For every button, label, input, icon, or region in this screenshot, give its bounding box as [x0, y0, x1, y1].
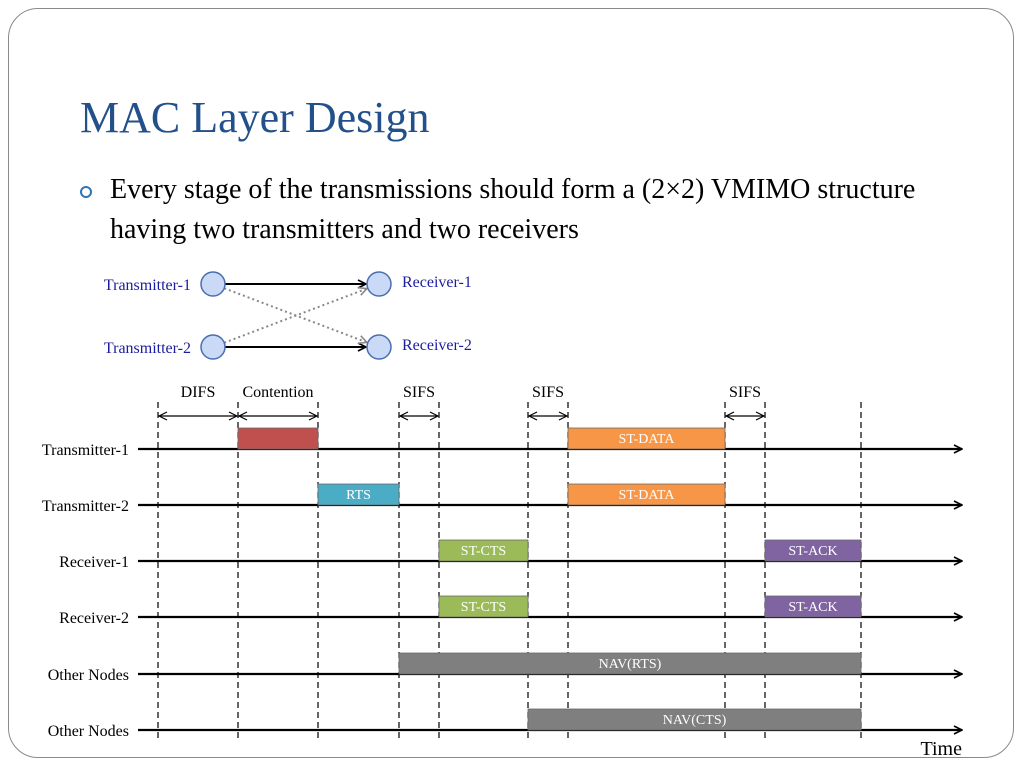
frame-box [237, 427, 319, 450]
frame-box [764, 539, 862, 562]
transmitter-node [200, 271, 226, 297]
interval-label: SIFS [403, 384, 435, 401]
bullet-icon [80, 186, 92, 198]
frame-label: ST-ACK [788, 600, 837, 615]
row-label: Receiver-2 [59, 610, 129, 627]
transmitter-label: Transmitter-2 [104, 340, 191, 357]
timing-timeline: DIFS Contention SIFS SIFS SIFS Transmitter-1 S… [42, 384, 962, 760]
receiver-label: Receiver-1 [402, 274, 472, 291]
frame-label: ST-ACK [788, 544, 837, 559]
row-label: Other Nodes [48, 723, 129, 740]
row-label: Receiver-1 [59, 554, 129, 571]
frame-box [567, 483, 726, 506]
frame-box [317, 483, 400, 506]
frame-box [398, 652, 862, 675]
interval-label: Contention [242, 384, 313, 401]
transmitter-label: Transmitter-1 [104, 277, 191, 294]
frame-label: ST-CTS [461, 600, 506, 615]
interval-label: DIFS [181, 384, 216, 401]
row-label: Transmitter-2 [42, 498, 129, 515]
receiver-label: Receiver-2 [402, 337, 472, 354]
vmimo-diagram: Transmitter-1 Transmitter-2 Receiver-1 Rece… [104, 271, 472, 360]
frame-box [527, 708, 862, 731]
transmitter-node [200, 334, 226, 360]
bullet-text: Every stage of the transmissions should … [110, 174, 916, 245]
frame-box [567, 427, 726, 450]
frame-label: NAV(RTS) [599, 657, 662, 672]
frame-label: ST-DATA [619, 432, 676, 447]
frame-box [438, 539, 529, 562]
frame-label: ST-CTS [461, 544, 506, 559]
receiver-node [366, 271, 392, 297]
row-label: Other Nodes [48, 667, 129, 684]
frame-label: ST-DATA [619, 488, 676, 503]
link-arrow [223, 289, 367, 344]
frame-box [764, 595, 862, 618]
time-axis-label: Time [920, 738, 962, 760]
interval-label: SIFS [729, 384, 761, 401]
interval-label: SIFS [532, 384, 564, 401]
frame-box [438, 595, 529, 618]
slide-frame [8, 8, 1014, 758]
receiver-node [366, 334, 392, 360]
frame-label: RTS [346, 488, 371, 503]
row-label: Transmitter-1 [42, 442, 129, 459]
slide-title: MAC Layer Design [80, 93, 430, 142]
frame-label: NAV(CTS) [663, 713, 727, 728]
